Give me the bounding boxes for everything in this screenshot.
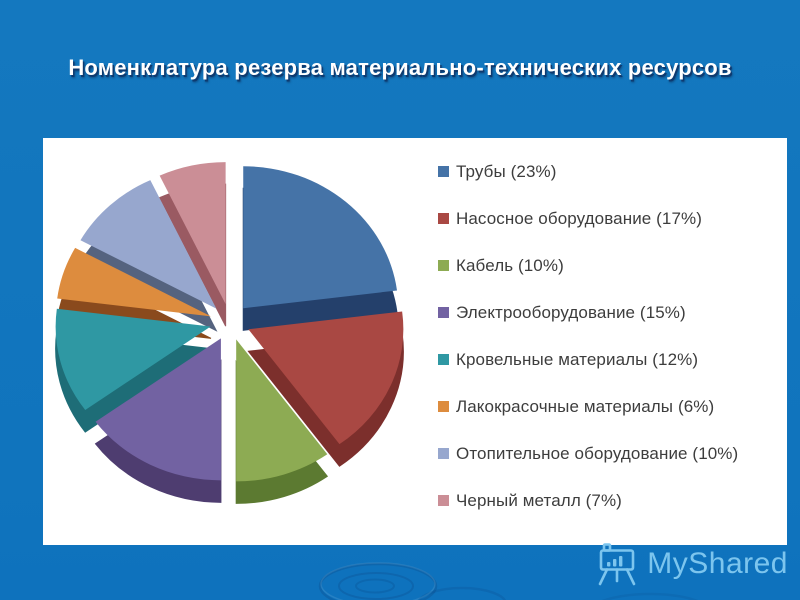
- pie-slice-6: [57, 247, 211, 317]
- slide-title: Номенклатура резерва материально-техниче…: [68, 55, 732, 80]
- legend-item-2: Насосное оборудование (17%): [438, 195, 783, 242]
- legend-label: Трубы (23%): [456, 161, 557, 181]
- legend-item-1: Трубы (23%): [438, 148, 783, 195]
- pie-slice-1: [243, 166, 397, 309]
- pie-chart: [55, 162, 404, 504]
- legend-item-6: Лакокрасочные материалы (6%): [438, 383, 783, 430]
- chart-legend: Трубы (23%) Насосное оборудование (17%) Ка…: [438, 148, 783, 524]
- pie-slice-7: [80, 180, 217, 309]
- legend-swatch: [438, 213, 449, 224]
- legend-label: Лакокрасочные материалы (6%): [456, 396, 715, 416]
- legend-item-8: Черный металл (7%): [438, 477, 783, 524]
- legend-swatch: [438, 448, 449, 459]
- myshared-logo-text: MyShared: [647, 547, 788, 580]
- legend-swatch: [438, 495, 449, 506]
- legend-item-7: Отопительное оборудование (10%): [438, 430, 783, 477]
- myshared-watermark: MyShared: [596, 541, 788, 587]
- pie-slice-2: [248, 311, 404, 445]
- legend-swatch: [438, 401, 449, 412]
- pie-slice-5: [55, 308, 211, 411]
- legend-label: Отопительное оборудование (10%): [456, 443, 739, 463]
- legend-item-4: Электрооборудование (15%): [438, 289, 783, 336]
- legend-item-3: Кабель (10%): [438, 242, 783, 289]
- legend-swatch: [438, 354, 449, 365]
- legend-swatch: [438, 166, 449, 177]
- legend-label: Кровельные материалы (12%): [456, 349, 699, 369]
- legend-swatch: [438, 307, 449, 318]
- legend-label: Черный металл (7%): [456, 490, 622, 510]
- presentation-easel-icon: [598, 543, 636, 586]
- legend-swatch: [438, 260, 449, 271]
- legend-item-5: Кровельные материалы (12%): [438, 336, 783, 383]
- chart-panel: Трубы (23%) Насосное оборудование (17%) Ка…: [43, 138, 787, 545]
- pie-slice-4: [95, 338, 221, 481]
- legend-label: Кабель (10%): [456, 255, 564, 275]
- pie-slice-8: [159, 162, 226, 305]
- legend-label: Электрооборудование (15%): [456, 302, 686, 322]
- pie-slice-3: [236, 339, 328, 482]
- legend-label: Насосное оборудование (17%): [456, 208, 703, 228]
